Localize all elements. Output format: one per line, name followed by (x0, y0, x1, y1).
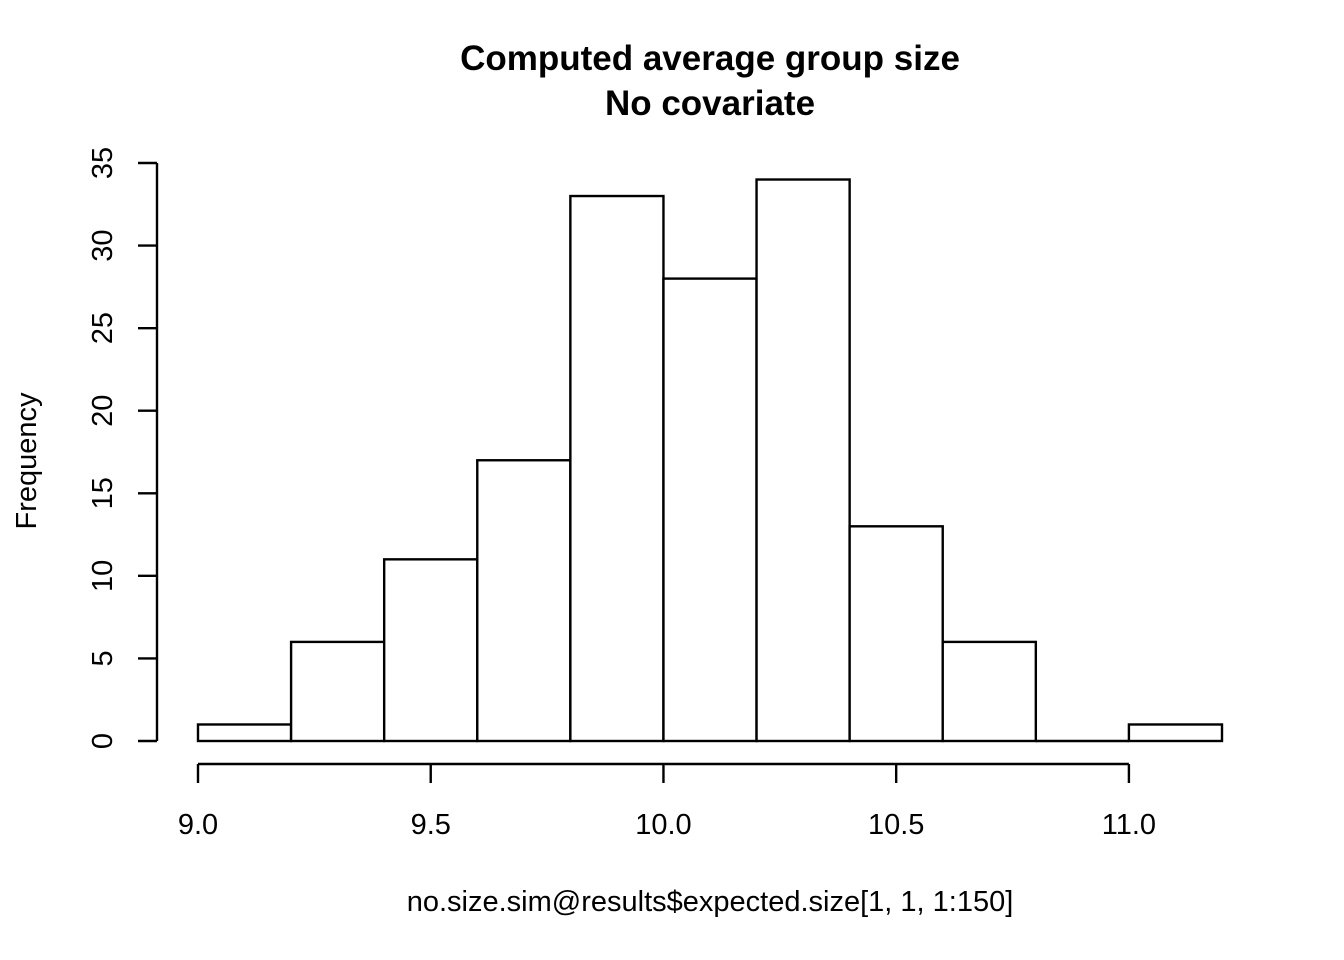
y-tick-label: 30 (87, 229, 119, 261)
histogram-bars (196, 178, 1224, 743)
x-tick-label: 9.0 (178, 809, 218, 841)
histogram-bar (196, 723, 293, 743)
y-tick-label: 20 (87, 395, 119, 427)
histogram-bar (662, 277, 758, 743)
histogram-bar (1127, 723, 1224, 743)
histogram-bar (848, 525, 944, 743)
x-tick-label: 11.0 (1102, 809, 1156, 841)
x-tick-label: 10.0 (635, 809, 691, 841)
histogram-bar (941, 640, 1038, 743)
chart-title: Computed average group size (460, 39, 960, 78)
y-tick-label: 25 (87, 312, 119, 344)
y-tick-label: 15 (87, 477, 119, 509)
x-tick-label: 10.5 (868, 809, 924, 841)
chart-subtitle: No covariate (605, 84, 815, 123)
y-tick-label: 10 (87, 560, 119, 592)
y-tick-label: 35 (87, 147, 119, 179)
histogram-bar (289, 640, 386, 743)
histogram-bar (476, 459, 572, 743)
histogram-bar (382, 558, 479, 743)
x-axis: 9.0 9.5 10.0 10.5 11.0 (178, 762, 1156, 841)
x-tick-label: 9.5 (411, 809, 451, 841)
y-tick-label: 5 (87, 650, 119, 666)
y-tick-label: 0 (87, 733, 119, 749)
histogram-bar (755, 178, 851, 743)
x-axis-label: no.size.sim@results$expected.size[1, 1, … (407, 886, 1014, 918)
y-axis-label: Frequency (11, 392, 43, 530)
histogram-bar (569, 194, 665, 743)
y-axis: 0 5 10 15 20 25 30 35 (87, 147, 159, 749)
